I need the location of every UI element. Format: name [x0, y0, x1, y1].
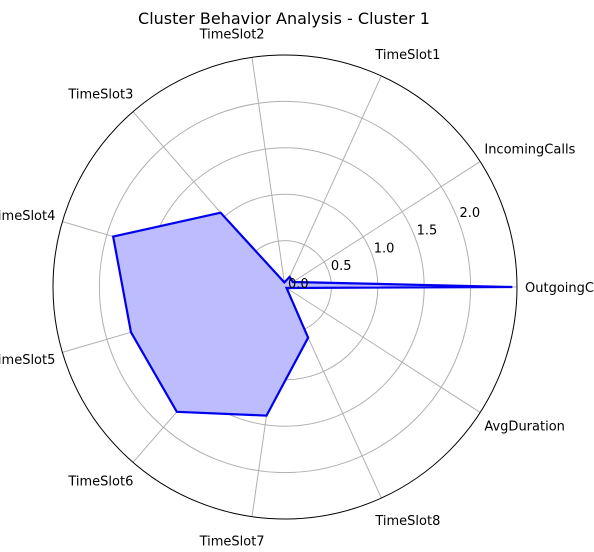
radial-tick-label: 1.0	[374, 241, 395, 256]
category-label: TimeSlot5	[0, 353, 55, 368]
grid-spoke	[284, 286, 481, 413]
series-area	[113, 212, 513, 416]
category-label: TimeSlot1	[374, 48, 440, 63]
radial-tick-label: 0.5	[331, 259, 352, 274]
category-labels: OutgoingCalls IncomingCalls TimeSlot1 TimeS…	[0, 28, 594, 550]
category-label: OutgoingCalls	[525, 281, 594, 296]
category-label: TimeSlot3	[67, 88, 133, 103]
category-label: TimeSlot7	[199, 534, 265, 549]
category-label: TimeSlot8	[374, 514, 440, 529]
radial-tick-label: 1.5	[417, 224, 438, 239]
radial-tick-label: 0.0	[288, 277, 309, 292]
grid-spoke	[251, 57, 286, 288]
category-label: IncomingCalls	[484, 143, 575, 158]
series-line	[111, 211, 513, 417]
radial-tick-label: 2.0	[459, 206, 480, 221]
polar-frame	[52, 54, 518, 520]
category-label: TimeSlot6	[67, 474, 133, 489]
category-label: TimeSlot4	[0, 209, 55, 224]
series-layer	[111, 211, 513, 417]
category-label: AvgDuration	[484, 419, 565, 434]
chart-title: Cluster Behavior Analysis - Cluster 1	[138, 9, 430, 28]
radial-tick-labels: 0.0 0.5 1.0 1.5 2.0	[288, 206, 480, 292]
grid-spoke	[284, 75, 382, 288]
grid-spoke	[284, 161, 481, 288]
category-label: TimeSlot2	[199, 28, 265, 43]
